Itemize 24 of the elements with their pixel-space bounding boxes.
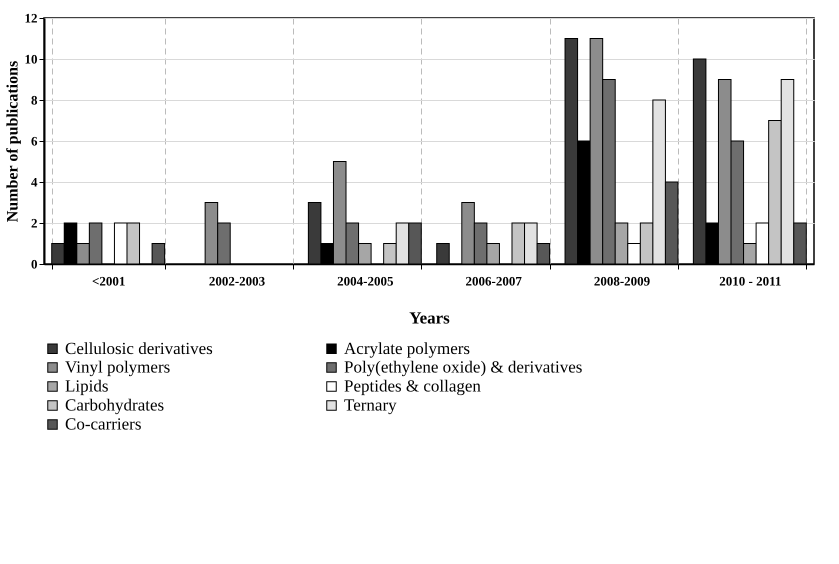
- y-tick-label: 2: [31, 216, 38, 230]
- legend-label: Cellulosic derivatives: [65, 338, 213, 358]
- legend-label: Poly(ethylene oxide) & derivatives: [344, 358, 582, 376]
- x-tick-label: 2006-2007: [465, 274, 522, 288]
- x-tick-label: 2010 - 2011: [719, 274, 782, 288]
- y-tick-label: 8: [31, 92, 38, 108]
- x-tick-label: <2001: [92, 274, 126, 288]
- legend-label: Lipids: [65, 376, 108, 396]
- legend-label: Vinyl polymers: [65, 358, 170, 376]
- y-axis-title: Number of publications: [4, 60, 22, 222]
- x-tick-label: 2002-2003: [208, 274, 266, 288]
- y-tick-label: 0: [31, 256, 38, 272]
- x-tick-label: 2004-2005: [337, 274, 394, 288]
- legend-label: Peptides & collagen: [344, 376, 482, 396]
- y-tick-label: 10: [24, 52, 38, 66]
- y-tick-label: 12: [24, 10, 38, 26]
- legend-label: Carbohydrates: [65, 396, 164, 414]
- x-axis-title: Years: [409, 308, 450, 328]
- y-tick-label: 4: [31, 174, 38, 190]
- legend-label: Acrylate polymers: [344, 338, 470, 358]
- legend-label: Ternary: [344, 396, 398, 414]
- y-tick-label: 6: [31, 134, 38, 148]
- legend-label: Co-carriers: [65, 414, 142, 434]
- x-tick-label: 2008-2009: [594, 274, 651, 288]
